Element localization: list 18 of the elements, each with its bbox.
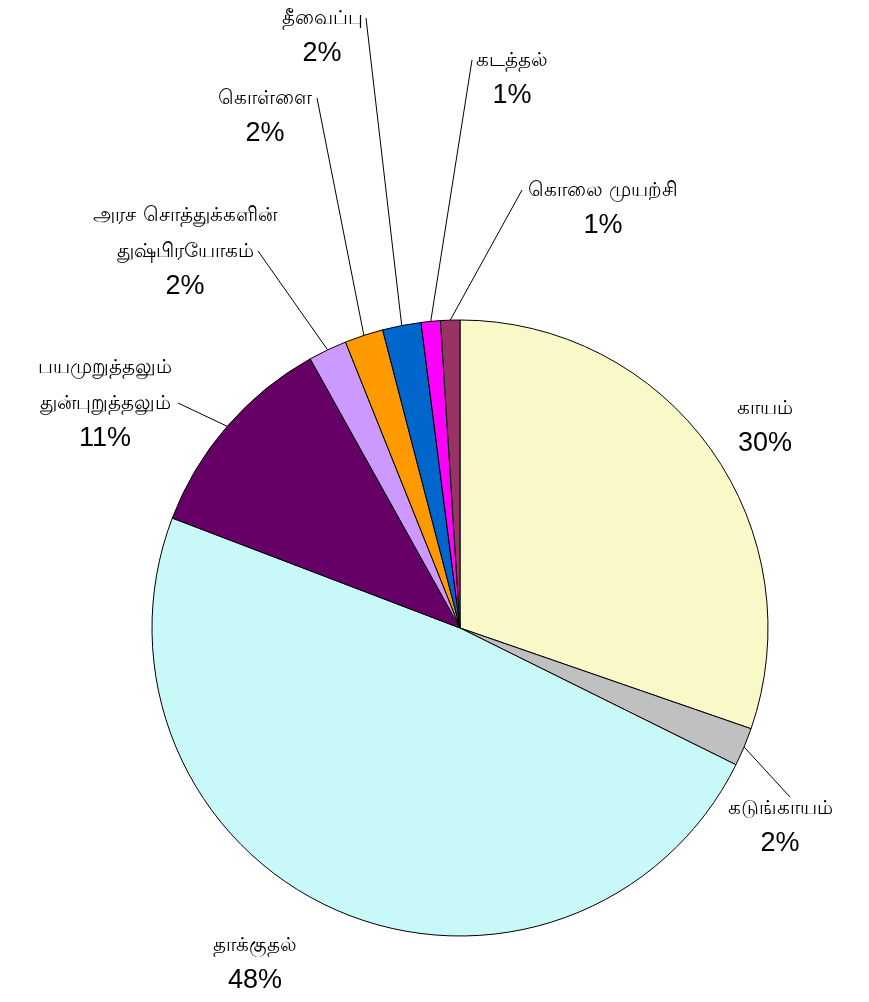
- data-label: 2%: [165, 270, 205, 300]
- slice-label: அரச சொத்துக்களின் துஷ்பிரயோகம்: [93, 202, 278, 263]
- data-label: 30%: [737, 427, 793, 457]
- data-label: 48%: [227, 964, 283, 994]
- slice-label: கொலை முயற்சி: [527, 177, 679, 202]
- data-label: 1%: [492, 79, 532, 109]
- slice-label: தீவைப்பு: [281, 5, 363, 30]
- data-label: 1%: [583, 209, 623, 239]
- data-label: 2%: [245, 117, 285, 147]
- data-label: 2%: [302, 37, 342, 67]
- slice-label: கொள்ளை: [218, 85, 312, 109]
- slice-label: காயம்: [737, 395, 793, 419]
- data-label: 2%: [760, 827, 800, 857]
- slice-label: தாக்குதல்: [213, 932, 297, 957]
- slice-label: கடத்தல்: [476, 47, 548, 72]
- slice-label: கடுங்காயம்: [727, 795, 833, 819]
- data-label: 11%: [78, 422, 132, 452]
- slice-label: பயமுறுத்தலும் துன்புறுத்தலும்: [38, 354, 172, 415]
